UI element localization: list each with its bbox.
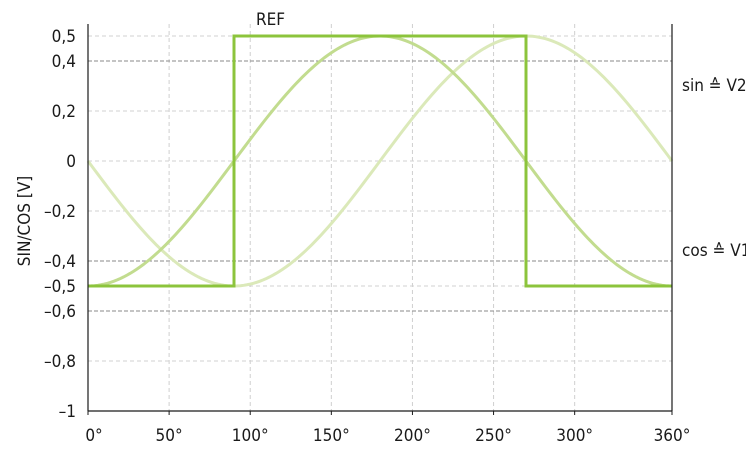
y-tick-label: –0,5 xyxy=(44,277,76,297)
y-tick-label: –0,8 xyxy=(44,352,76,372)
y-tick-label: 0,5 xyxy=(52,27,76,47)
x-tick-label: 250° xyxy=(475,426,512,446)
y-axis-title: SIN/COS [V] xyxy=(15,176,35,267)
x-tick-label: 300° xyxy=(556,426,593,446)
cos-annotation: cos ≙ V1 xyxy=(682,241,746,261)
y-tick-label: –0,2 xyxy=(44,202,76,222)
x-tick-label: 150° xyxy=(313,426,350,446)
x-tick-label: 50° xyxy=(156,426,183,446)
series-line-sin xyxy=(86,34,674,288)
x-tick-label: 0° xyxy=(85,426,102,446)
y-tick-label: –1 xyxy=(59,402,76,422)
ref-annotation: REF xyxy=(256,10,285,30)
axis-layer xyxy=(87,24,673,415)
x-tick-label: 200° xyxy=(394,426,431,446)
label-layer: 0° 50° 100° 150° 200° 250° 300° 360° 0,5 0,4 0,2 0 –… xyxy=(44,27,690,446)
y-tick-label: 0,2 xyxy=(52,102,76,122)
sin-annotation: sin ≙ V2 xyxy=(682,76,746,96)
x-tick-label: 360° xyxy=(654,426,691,446)
series-layer xyxy=(86,34,674,288)
y-tick-label: –0,4 xyxy=(44,252,76,272)
y-tick-label: –0,6 xyxy=(44,302,76,322)
y-tick-label: 0 xyxy=(66,152,76,172)
grid-layer xyxy=(88,24,673,411)
series-line-ref xyxy=(88,34,672,288)
y-tick-label: 0,4 xyxy=(52,52,76,72)
x-tick-label: 100° xyxy=(232,426,269,446)
